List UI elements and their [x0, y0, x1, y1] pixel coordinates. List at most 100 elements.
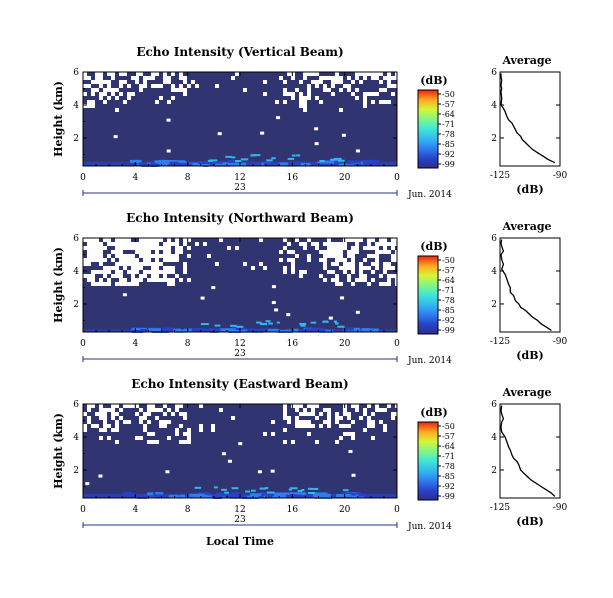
missing-cell [123, 278, 127, 282]
echo-cell [253, 163, 258, 167]
missing-cell [371, 76, 375, 80]
missing-cell [139, 254, 143, 258]
missing-cell [331, 92, 335, 96]
missing-cell [367, 420, 371, 424]
colorbar-tick-label: -71 [442, 452, 455, 461]
missing-cell [87, 104, 91, 108]
missing-cell [359, 274, 363, 278]
missing-cell [315, 404, 319, 408]
missing-cell [339, 88, 343, 92]
missing-cell [171, 84, 175, 88]
missing-cell [119, 238, 123, 242]
missing-cell [123, 72, 127, 76]
missing-cell [135, 76, 139, 80]
echo-cell [152, 163, 160, 167]
missing-cell [351, 473, 356, 477]
missing-cell [359, 416, 363, 420]
x-tick-label: 0 [80, 173, 86, 183]
colorbar-unit: (dB) [420, 240, 447, 253]
missing-cell [143, 270, 147, 274]
missing-cell [163, 270, 167, 274]
date-month: Jun. 2014 [407, 356, 452, 366]
missing-cell [207, 254, 211, 258]
missing-cell [283, 408, 287, 412]
missing-cell [91, 246, 95, 250]
echo-cell [136, 495, 148, 499]
missing-cell [155, 258, 159, 262]
profile-line [500, 405, 556, 497]
missing-cell [371, 262, 375, 266]
echo-cell [252, 154, 261, 157]
echo-cell [172, 495, 180, 499]
profile-title: Average [501, 386, 551, 399]
missing-cell [335, 246, 339, 250]
missing-cell [147, 420, 151, 424]
colorbar-tick-label: -78 [442, 296, 455, 305]
missing-cell [331, 242, 335, 246]
missing-cell [351, 282, 355, 286]
missing-cell [127, 262, 131, 266]
echo-cell [250, 493, 267, 497]
echo-cell [362, 162, 378, 166]
missing-cell [115, 412, 119, 416]
missing-cell [111, 428, 115, 432]
missing-cell [163, 76, 167, 80]
echo-cell [356, 491, 361, 495]
missing-cell [159, 270, 163, 274]
echo-cell [158, 162, 169, 166]
missing-cell [383, 88, 387, 92]
missing-cell [283, 246, 287, 250]
echo-cell [131, 327, 144, 331]
missing-cell [375, 76, 379, 80]
echo-cell [288, 161, 302, 165]
missing-cell [263, 92, 267, 96]
date-day: 23 [234, 515, 246, 525]
missing-cell [183, 76, 187, 80]
echo-cell [220, 493, 234, 497]
missing-cell [327, 408, 331, 412]
missing-cell [295, 254, 299, 258]
missing-cell [159, 278, 163, 282]
x-tick-label: 0 [80, 339, 86, 349]
missing-cell [147, 246, 151, 250]
missing-cell [371, 246, 375, 250]
colorbar-tick-label: -50 [442, 422, 455, 431]
missing-cell [111, 274, 115, 278]
missing-cell [279, 250, 283, 254]
missing-cell [131, 274, 135, 278]
missing-cell [363, 266, 367, 270]
missing-cell [131, 92, 135, 96]
missing-cell [147, 258, 151, 262]
missing-cell [335, 412, 339, 416]
echo-cell [197, 161, 214, 165]
missing-cell [299, 92, 303, 96]
echo-cell [342, 489, 349, 492]
missing-cell [115, 428, 119, 432]
missing-cell [135, 72, 139, 76]
missing-cell [99, 412, 103, 416]
profile-x-label: (dB) [516, 515, 543, 528]
missing-cell [379, 100, 383, 104]
missing-cell [87, 250, 91, 254]
missing-cell [291, 404, 295, 408]
missing-cell [343, 432, 347, 436]
missing-cell [323, 262, 327, 266]
missing-cell [143, 76, 147, 80]
missing-cell [303, 100, 307, 104]
missing-cell [165, 470, 170, 474]
missing-cell [155, 246, 159, 250]
missing-cell [167, 278, 171, 282]
y-tick-label: 4 [73, 267, 79, 277]
missing-cell [175, 246, 179, 250]
missing-cell [107, 72, 111, 76]
missing-cell [315, 72, 319, 76]
missing-cell [295, 88, 299, 92]
echo-cell [221, 488, 227, 491]
missing-cell [115, 440, 119, 444]
profile-y-tick-label: 6 [491, 400, 497, 410]
missing-cell [215, 262, 219, 266]
missing-cell [359, 262, 363, 266]
missing-cell [99, 282, 103, 286]
echo-cell [290, 494, 298, 498]
missing-cell [111, 412, 115, 416]
